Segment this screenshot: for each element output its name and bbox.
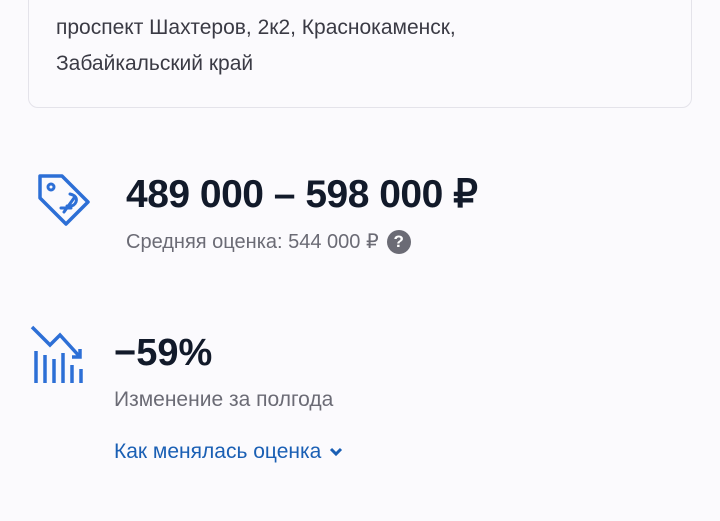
chevron-down-icon: [330, 447, 343, 457]
change-value: −59%: [114, 332, 213, 374]
change-label: Изменение за полгода: [114, 388, 334, 411]
address-card: [28, 0, 692, 108]
price-tag-ruble-icon: [38, 174, 90, 226]
estimate-history-label: Как менялась оценка: [114, 440, 322, 463]
price-range: 489 000 – 598 000 ₽: [126, 173, 478, 216]
chart-down-icon: [30, 325, 83, 383]
address-line2: Забайкальский край: [56, 52, 254, 75]
address-line1: проспект Шахтеров, 2к2, Краснокаменск,: [56, 16, 456, 39]
address: проспект Шахтеров, 2к2, Краснокаменск, З…: [56, 10, 456, 82]
estimate-history-link[interactable]: Как менялась оценка: [114, 440, 343, 464]
average-estimate-text: Средняя оценка: 544 000 ₽: [126, 231, 379, 253]
help-icon[interactable]: ?: [386, 229, 411, 254]
average-estimate: Средняя оценка: 544 000 ₽ ?: [126, 229, 411, 254]
